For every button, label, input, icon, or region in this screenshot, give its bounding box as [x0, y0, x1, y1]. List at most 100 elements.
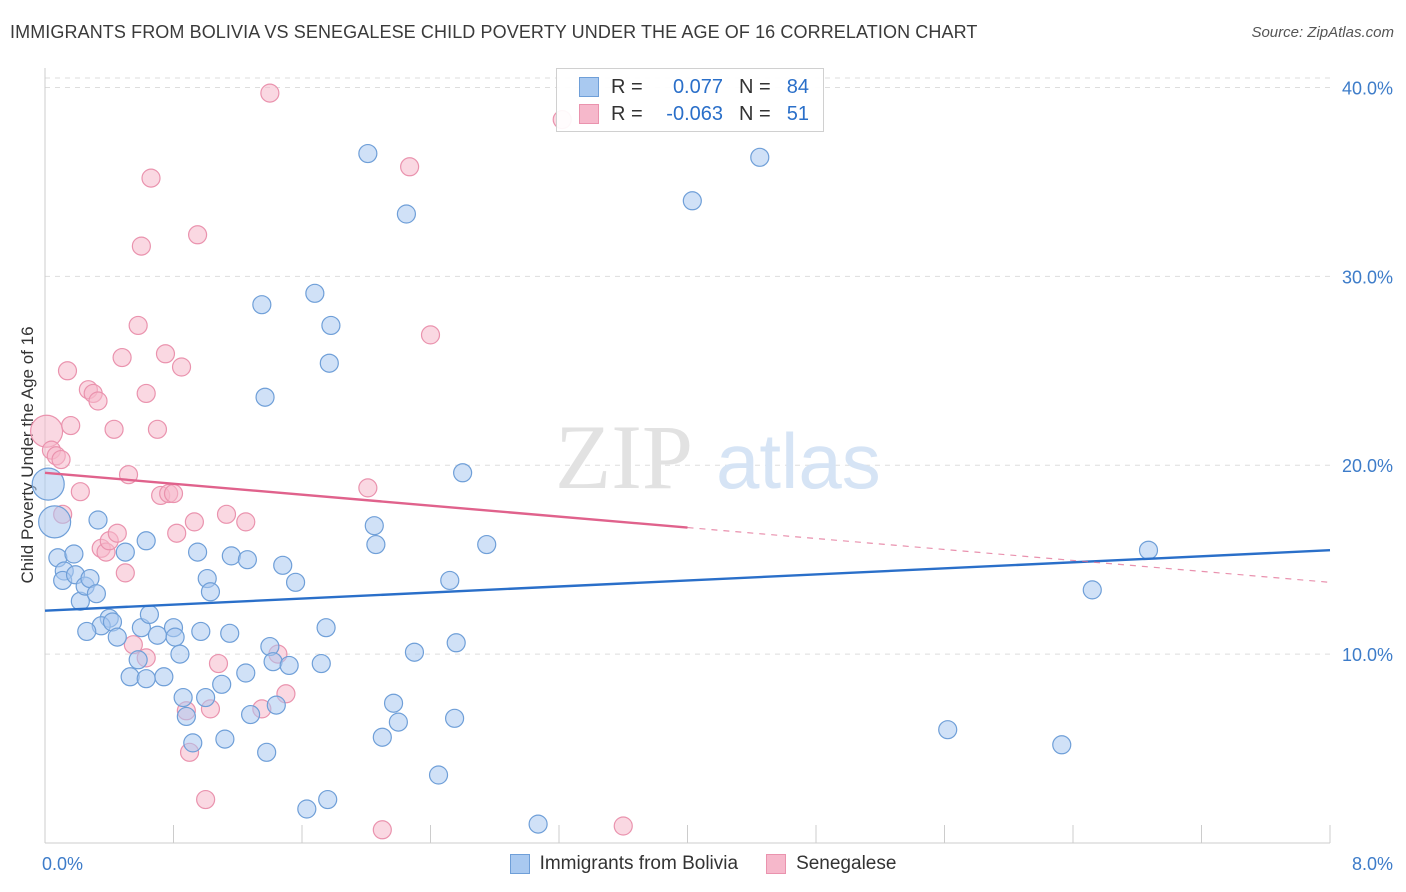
bolivia-point: [440, 570, 460, 591]
senegalese-point: [420, 325, 441, 345]
senegalese-point: [107, 523, 127, 543]
bolivia-point: [115, 542, 135, 562]
bolivia-point: [305, 283, 325, 303]
bolivia-points: [31, 143, 1159, 834]
bolivia-point: [196, 687, 216, 708]
senegalese-point: [167, 523, 187, 543]
n-value: 84: [786, 75, 809, 98]
bolivia-point: [200, 582, 221, 602]
senegalese-point: [61, 415, 81, 436]
series-legend: Immigrants from Bolivia Senegalese: [0, 853, 1406, 875]
senegalese-point: [208, 653, 229, 674]
bolivia-point: [236, 663, 256, 683]
bolivia-point: [263, 652, 283, 672]
senegalese-point: [187, 225, 208, 245]
r-label: R =: [611, 102, 643, 125]
source-credit: Source: ZipAtlas.com: [1251, 24, 1394, 41]
bolivia-point: [321, 315, 341, 336]
r-value: 0.077: [672, 75, 723, 98]
bolivia-point: [446, 633, 466, 653]
bolivia-point: [170, 644, 190, 664]
n-label: N =: [739, 102, 771, 125]
bolivia-point: [938, 720, 958, 740]
senegalese-point: [88, 391, 108, 411]
senegalese-trend-line: [44, 471, 688, 529]
x-tick-label: 0.0%: [42, 854, 83, 874]
bolivia-point: [165, 627, 185, 647]
senegalese-point: [171, 357, 192, 377]
bolivia-point: [77, 621, 97, 642]
bolivia-point: [212, 674, 232, 694]
bolivia-point: [173, 687, 193, 708]
n-label: N =: [739, 75, 771, 98]
bolivia-point: [183, 733, 203, 753]
legend-item-senegalese[interactable]: Senegalese: [766, 853, 896, 875]
bolivia-point: [388, 712, 408, 732]
bolivia-point: [266, 695, 286, 715]
bolivia-point: [136, 531, 156, 551]
correlation-legend: R = 0.077 N = 84 R = -0.063 N = 51: [556, 68, 824, 132]
bolivia-point: [297, 799, 317, 819]
legend-row-senegalese: R = -0.063 N = 51: [579, 101, 809, 127]
bolivia-point: [528, 814, 548, 834]
legend-item-bolivia[interactable]: Immigrants from Bolivia: [509, 853, 739, 875]
bolivia-point: [428, 765, 449, 785]
pink-swatch: [766, 854, 787, 874]
y-tick-label: 10.0%: [1342, 645, 1393, 665]
senegalese-point: [196, 789, 216, 810]
senegalese-point: [184, 512, 204, 532]
bolivia-point: [187, 542, 208, 562]
bolivia-point: [221, 546, 241, 566]
bolivia-point: [257, 742, 277, 762]
trend-lines: [44, 471, 1331, 612]
senegalese-point: [216, 504, 237, 524]
bolivia-point: [273, 555, 293, 575]
senegalese-point: [260, 83, 280, 103]
bolivia-point: [311, 653, 331, 674]
bolivia-point: [366, 534, 386, 555]
senegalese-point: [104, 419, 124, 439]
bolivia-point: [237, 550, 257, 570]
senegalese-point: [141, 168, 161, 188]
watermark-atlas: atlas: [716, 417, 881, 505]
bolivia-point: [477, 534, 497, 555]
watermark-zip: ZIP: [555, 406, 693, 508]
y-tick-label: 40.0%: [1342, 78, 1393, 98]
senegalese-point: [163, 483, 184, 504]
bolivia-point: [128, 650, 148, 670]
pink-swatch: [579, 104, 599, 124]
legend-label-bolivia: Immigrants from Bolivia: [539, 853, 739, 874]
senegalese-point: [70, 482, 90, 502]
bolivia-trend-line: [44, 549, 1331, 612]
bolivia-point: [682, 191, 702, 211]
x-tick-label: 8.0%: [1352, 854, 1393, 874]
bolivia-point: [38, 505, 72, 539]
bolivia-point: [88, 510, 108, 530]
bolivia-point: [316, 618, 336, 638]
bolivia-point: [1052, 735, 1072, 755]
bolivia-point: [1138, 540, 1159, 560]
bolivia-point: [191, 621, 211, 642]
bolivia-point: [136, 669, 156, 689]
legend-label-senegalese: Senegalese: [796, 853, 897, 874]
senegalese-point: [147, 419, 168, 439]
n-value: 51: [786, 102, 809, 125]
blue-swatch: [509, 854, 530, 874]
bolivia-point: [154, 667, 174, 687]
bolivia-point: [107, 627, 127, 647]
bolivia-point: [750, 147, 770, 167]
bolivia-point: [215, 729, 235, 749]
tick-labels: 10.0% 20.0% 30.0% 40.0% 0.0% 8.0%: [42, 78, 1393, 874]
blue-swatch: [579, 77, 599, 97]
bolivia-point: [255, 387, 275, 407]
r-value: -0.063: [666, 102, 723, 125]
bolivia-point: [147, 625, 168, 645]
senegalese-point: [136, 383, 156, 404]
bolivia-point: [241, 704, 261, 725]
bolivia-point: [364, 516, 384, 536]
senegalese-point: [613, 816, 633, 836]
r-label: R =: [611, 75, 643, 98]
y-tick-label: 30.0%: [1342, 267, 1393, 287]
grid-lines: [45, 77, 1330, 655]
bolivia-point: [358, 143, 378, 164]
